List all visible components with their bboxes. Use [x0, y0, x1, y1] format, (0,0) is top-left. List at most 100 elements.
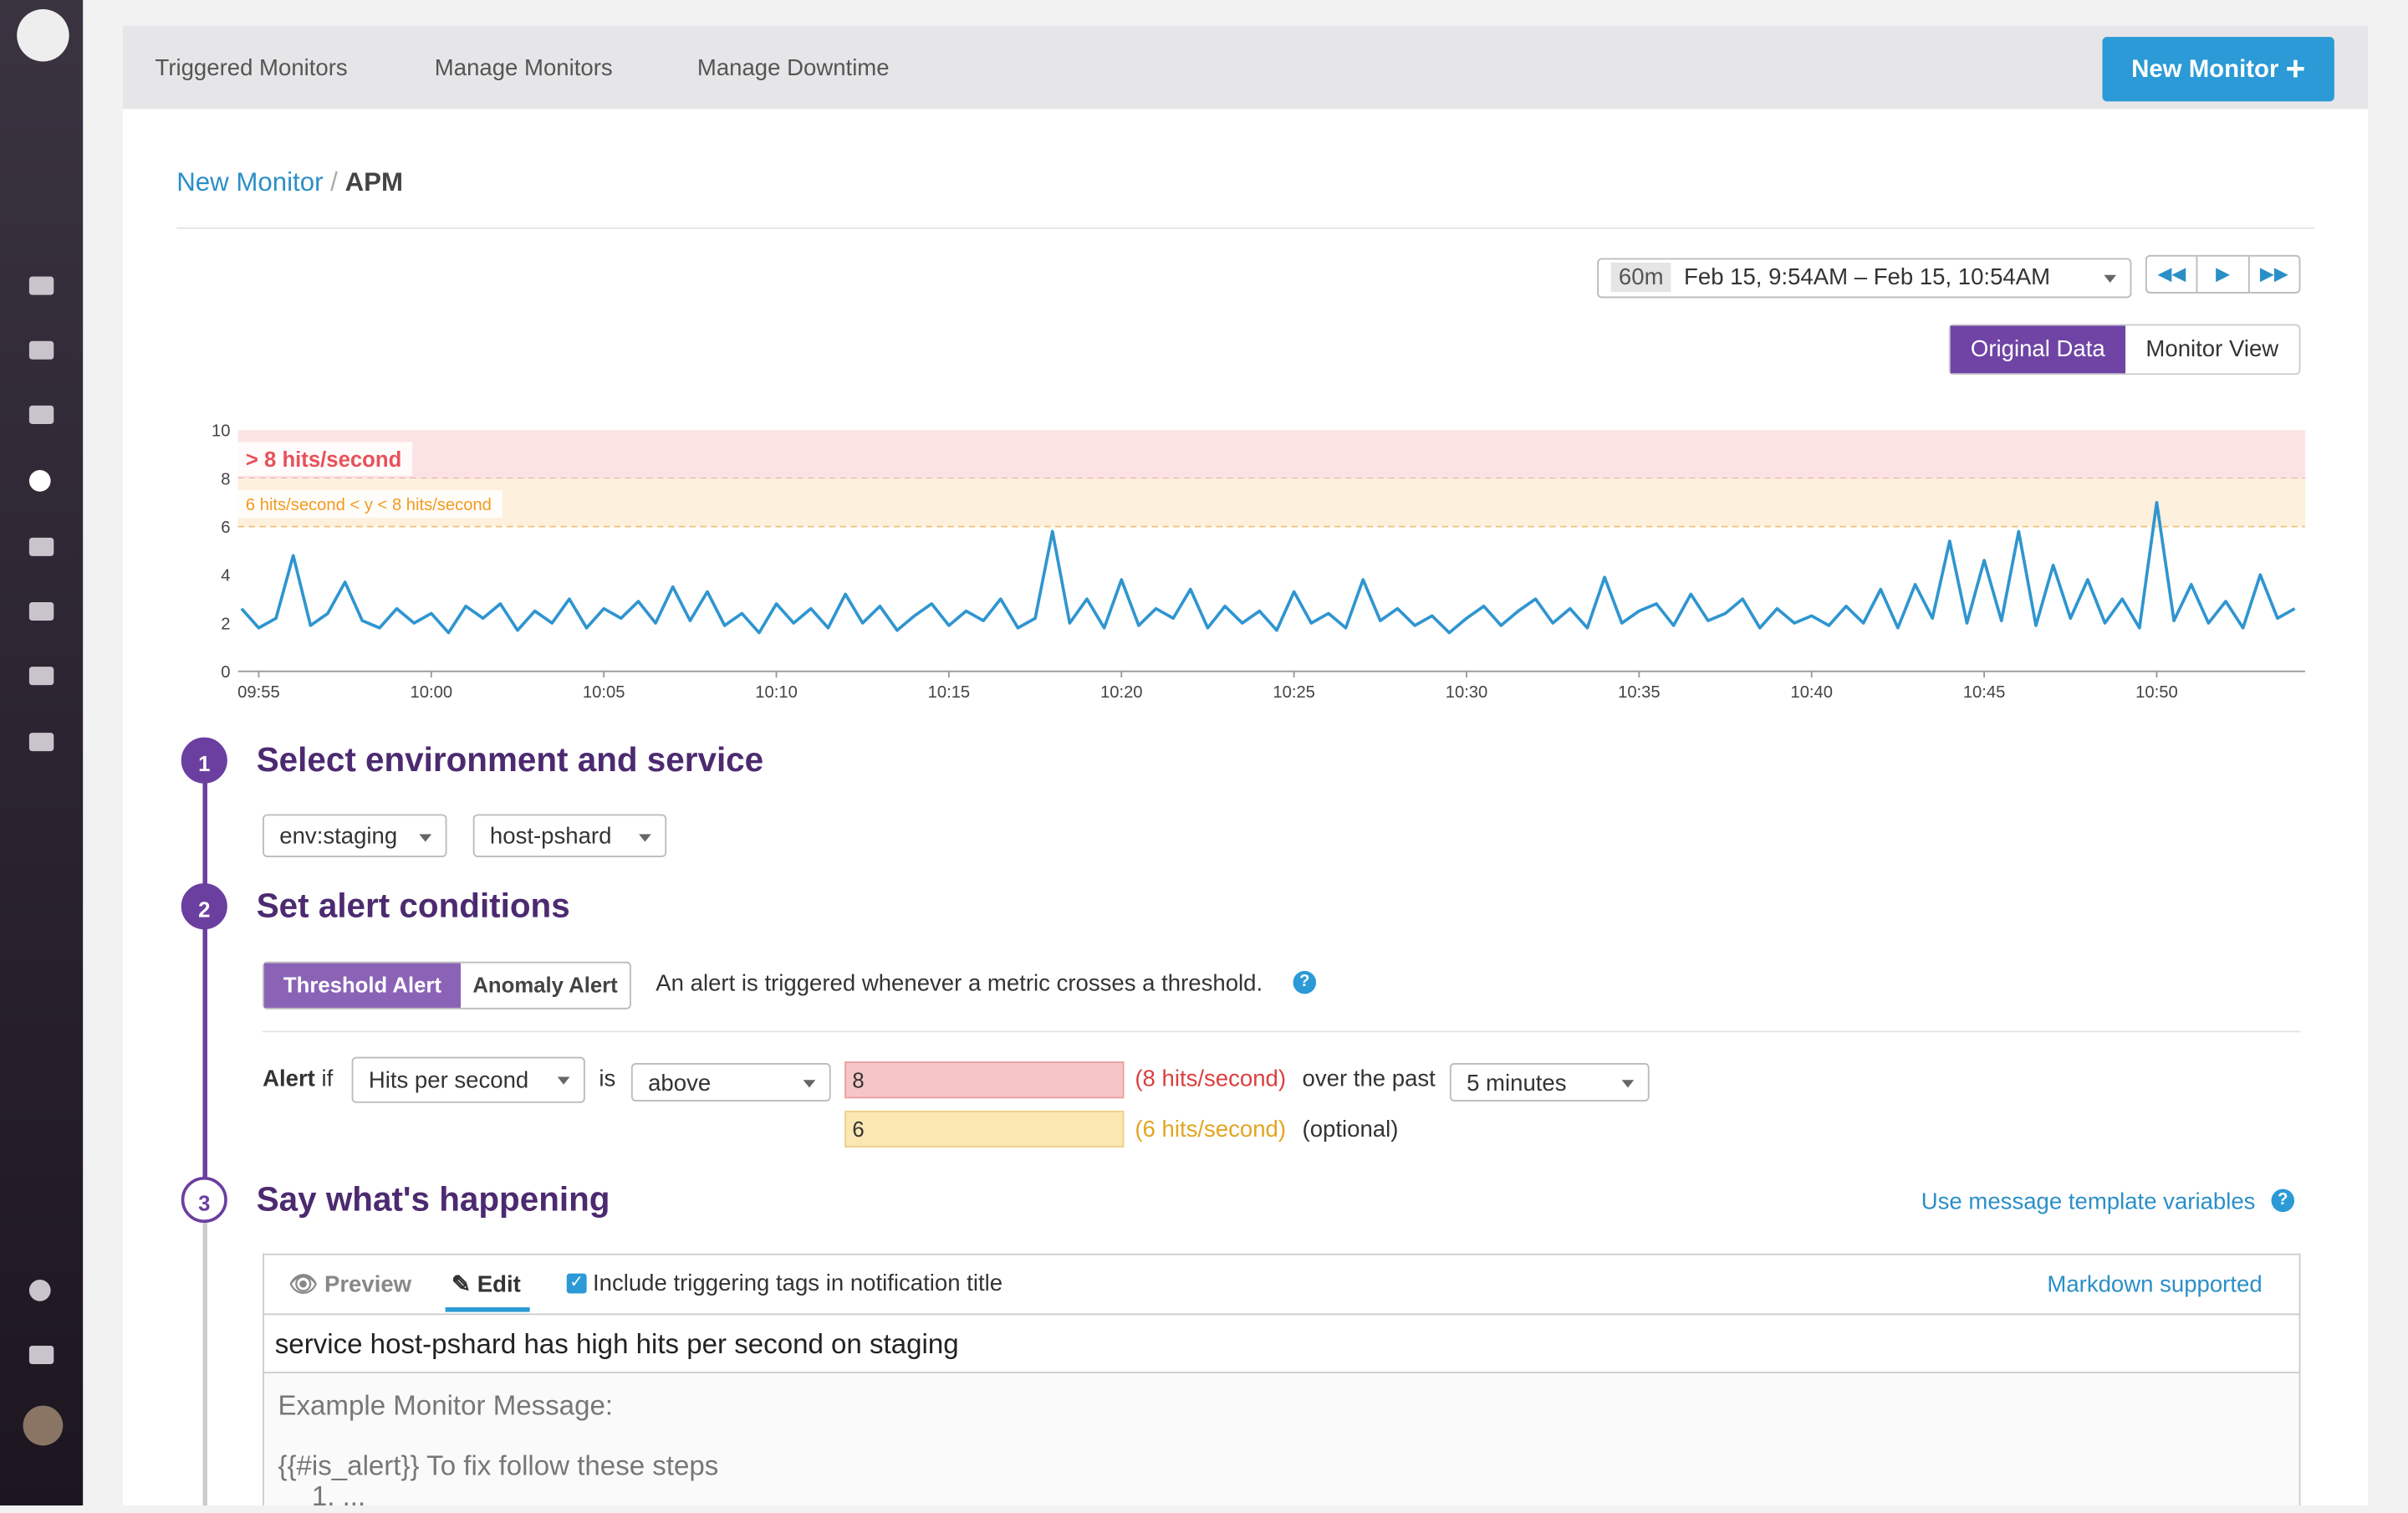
logo[interactable] [17, 9, 69, 62]
breadcrumb-current: APM [344, 167, 403, 197]
time-range-label: Feb 15, 9:54AM – Feb 15, 10:54AM [1684, 263, 2051, 291]
nav-tab[interactable]: Triggered Monitors [155, 55, 348, 82]
avatar[interactable] [23, 1405, 64, 1446]
breadcrumb: New Monitor / APM [176, 167, 403, 197]
warning-note: (6 hits/second) [1135, 1117, 1287, 1143]
x-tick-label: 09:55 [237, 683, 280, 702]
x-tick-label: 10:50 [2135, 683, 2178, 702]
nav-icon[interactable] [28, 470, 51, 492]
forward-button[interactable]: ▶▶ [2259, 263, 2288, 284]
x-tick-label: 10:30 [1446, 683, 1488, 702]
step-line [202, 1221, 207, 1506]
y-tick-label: 0 [221, 663, 230, 682]
nav-tab[interactable]: Manage Downtime [696, 55, 890, 82]
nav-icon[interactable] [28, 340, 54, 360]
threshold-band [237, 430, 2305, 478]
nav-icon[interactable] [28, 537, 54, 556]
play-button[interactable]: ▶ [2198, 256, 2250, 292]
sidebar [0, 0, 84, 1506]
series-line [240, 500, 2296, 635]
label-bg [237, 442, 413, 476]
step-number: 2 [181, 883, 227, 930]
step-number: 1 [181, 737, 227, 784]
nav-icon[interactable] [28, 667, 54, 686]
label-bg [237, 490, 503, 519]
checkbox[interactable]: ✓ [566, 1273, 587, 1294]
help-icon[interactable]: ? [1293, 970, 1317, 994]
critical-note: (8 hits/second) [1135, 1066, 1287, 1092]
x-tick-label: 10:00 [411, 683, 453, 702]
step-number: 3 [181, 1176, 227, 1224]
if-word: if [321, 1066, 334, 1092]
select-value: above [648, 1071, 712, 1097]
divider [176, 227, 2314, 229]
metric-select[interactable]: Hits per second [351, 1056, 585, 1103]
critical-input[interactable]: 8 [844, 1061, 1125, 1099]
nav-icon[interactable] [28, 276, 54, 295]
alert-type-toggle: Threshold Alert Anomaly Alert [263, 961, 631, 1010]
step-title: Set alert conditions [256, 886, 570, 925]
nav-icon[interactable] [28, 733, 54, 752]
alert-word: Alert [263, 1066, 315, 1092]
breadcrumb-link[interactable]: New Monitor [176, 167, 324, 197]
alert-description: An alert is triggered whenever a metric … [656, 970, 1263, 998]
window-select[interactable]: 5 minutes [1449, 1063, 1650, 1102]
service-select[interactable]: host-pshard [472, 814, 667, 857]
x-tick-label: 10:25 [1273, 683, 1315, 702]
nav-icon[interactable] [28, 602, 54, 621]
chart: > 8 hits/second 6 hits/second < y < 8 hit… [212, 422, 2305, 702]
checkbox-label: Include triggering tags in notification … [592, 1270, 1003, 1297]
x-tick-label: 10:35 [1618, 683, 1661, 702]
y-tick-label: 8 [221, 470, 230, 488]
body-input[interactable] [263, 1373, 2301, 1506]
is-word: is [599, 1066, 616, 1092]
step-line [202, 768, 207, 1206]
warning-input[interactable]: 6 [844, 1110, 1125, 1148]
x-tick-label: 10:05 [583, 683, 625, 702]
template-link[interactable]: Use message template variables [1921, 1188, 2256, 1215]
span-badge: 60m [1610, 263, 1671, 292]
select-value: host-pshard [489, 823, 612, 850]
threshold-label: > 8 hits/second [246, 448, 401, 472]
message-line: 1. ... [311, 1480, 366, 1512]
y-tick-label: 2 [221, 615, 230, 633]
optional-text: (optional) [1302, 1117, 1399, 1143]
nav-icon[interactable] [28, 405, 54, 424]
x-tick-label: 10:10 [755, 683, 798, 702]
message-line: {{#is_alert}} To fix follow these steps [278, 1449, 719, 1481]
top-bar [122, 26, 2369, 110]
new-monitor-button[interactable]: New Monitor + [2102, 37, 2334, 102]
anomaly-tab[interactable]: Anomaly Alert [472, 972, 618, 998]
y-tick-label: 10 [212, 422, 230, 441]
markdown-link[interactable]: Markdown supported [2047, 1271, 2263, 1299]
button-label: New Monitor [2131, 56, 2279, 84]
x-tick-label: 10:20 [1100, 683, 1143, 702]
nav-tab[interactable]: Manage Monitors [434, 55, 613, 82]
select-value: env:staging [279, 823, 398, 850]
step-title: Select environment and service [256, 740, 764, 780]
team-icon[interactable] [28, 1345, 54, 1365]
select-value: 5 minutes [1467, 1071, 1567, 1097]
x-tick-label: 10:45 [1963, 683, 2006, 702]
x-tick-label: 10:15 [928, 683, 971, 702]
comparator-select[interactable]: above [630, 1063, 831, 1102]
title-input[interactable] [263, 1313, 2301, 1374]
rewind-button[interactable]: ◀◀ [2147, 256, 2198, 292]
help-icon[interactable]: ? [2271, 1188, 2295, 1213]
tab-underline [445, 1307, 530, 1312]
time-range-select[interactable]: 60m Feb 15, 9:54AM – Feb 15, 10:54AM [1597, 258, 2132, 299]
x-tick-label: 10:40 [1790, 683, 1833, 702]
help-icon[interactable] [28, 1280, 51, 1301]
toggle-monitor[interactable]: Monitor View [2145, 336, 2279, 363]
threshold-tab[interactable]: Threshold Alert [263, 963, 462, 1008]
edit-tab[interactable]: ✎ Edit [452, 1271, 521, 1299]
message-line: Example Monitor Message: [278, 1390, 614, 1421]
divider [263, 1030, 2301, 1033]
toggle-original[interactable]: Original Data [1950, 325, 2126, 374]
y-tick-label: 6 [221, 519, 230, 537]
env-select[interactable]: env:staging [263, 814, 447, 857]
threshold-label: 6 hits/second < y < 8 hits/second [246, 496, 492, 514]
tab-label: Preview [324, 1271, 412, 1299]
preview-tab[interactable]: 👁 Preview [288, 1271, 412, 1299]
